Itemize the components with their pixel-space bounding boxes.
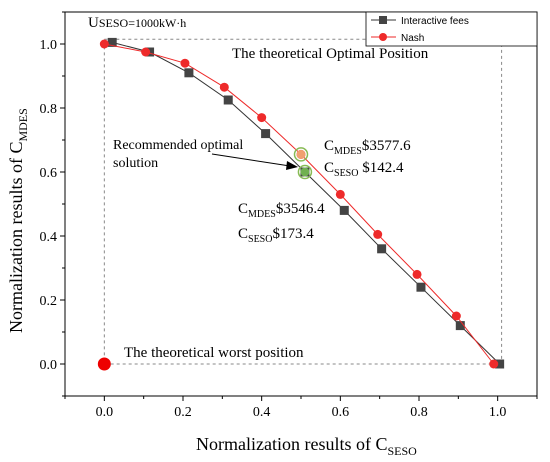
series-point-nash <box>489 359 499 369</box>
y-tick-label: 0.6 <box>40 166 58 181</box>
optimal-position-label: The theoretical Optimal Position <box>232 46 429 62</box>
legend-marker-nash <box>379 33 387 41</box>
series-point-nash <box>373 229 383 239</box>
special-point-worst <box>97 357 111 371</box>
series-point-interactive-fees <box>495 359 505 369</box>
highlight-ring <box>293 147 309 162</box>
series-point-nash <box>219 82 229 92</box>
x-tick-label: 0.2 <box>174 405 192 420</box>
useso-annotation: USESO=1000kW·h <box>88 15 186 31</box>
y-tick-label: 0.4 <box>40 230 58 245</box>
series-point-interactive-fees <box>184 68 194 78</box>
recommended-arrow <box>211 153 291 167</box>
recommended-arrow-head <box>286 161 298 170</box>
reference-dashed-box <box>103 38 503 365</box>
y-tick-label: 0.8 <box>40 102 58 117</box>
highlight-ring <box>297 164 313 180</box>
x-tick-label: 0.0 <box>96 405 114 420</box>
highlight-point <box>300 167 310 177</box>
series-point-nash <box>141 47 151 57</box>
y-tick-label: 0.0 <box>40 358 58 373</box>
legend-marker-interactive-fees <box>379 16 387 24</box>
y-axis-title: Normalization results of CMDES <box>6 108 30 333</box>
fee-cmdes-annotation: CMDES$3546.4 <box>238 201 325 220</box>
legend-label-interactive-fees: Interactive fees <box>401 16 469 27</box>
series-point-interactive-fees <box>339 205 349 215</box>
series-point-nash <box>99 39 109 49</box>
x-axis-ticks: 0.0 0.2 0.4 0.6 0.8 1.0 <box>64 396 538 420</box>
series-point-nash <box>451 311 461 321</box>
highlight-point <box>296 149 306 159</box>
x-tick-label: 0.8 <box>410 405 428 420</box>
series-point-interactive-fees <box>107 37 117 47</box>
series-point-interactive-fees <box>223 95 233 105</box>
recommended-label-line1: Recommended optimal <box>113 138 243 153</box>
legend-label-nash: Nash <box>401 33 424 44</box>
nash-cseso-annotation: CSESO $142.4 <box>324 160 404 179</box>
series-point-nash <box>412 269 422 279</box>
highlight-layer <box>293 147 313 180</box>
x-axis-title: Normalization results of CSESO <box>196 434 417 458</box>
x-tick-label: 0.4 <box>253 405 271 420</box>
legend-box <box>365 11 538 47</box>
nash-cmdes-annotation: CMDES$3577.6 <box>324 138 411 157</box>
x-tick-label: 1.0 <box>489 405 507 420</box>
series-point-interactive-fees <box>416 282 426 292</box>
series-point-nash <box>257 113 267 123</box>
fee-cseso-annotation: CSESO$173.4 <box>238 226 314 245</box>
worst-position-label: The theoretical worst position <box>124 345 304 361</box>
y-axis-ticks: 0.0 0.2 0.4 0.6 0.8 1.0 <box>40 11 65 397</box>
y-tick-label: 1.0 <box>40 38 58 53</box>
series-point-interactive-fees <box>377 244 387 254</box>
legend: Interactive fees Nash <box>365 11 538 47</box>
series-point-interactive-fees <box>455 321 465 331</box>
series-point-nash <box>180 58 190 68</box>
series-point-nash <box>335 189 345 199</box>
y-tick-label: 0.2 <box>40 294 58 309</box>
x-tick-label: 0.6 <box>332 405 350 420</box>
series-point-interactive-fees <box>261 129 271 139</box>
recommended-label-line2: solution <box>113 156 158 171</box>
